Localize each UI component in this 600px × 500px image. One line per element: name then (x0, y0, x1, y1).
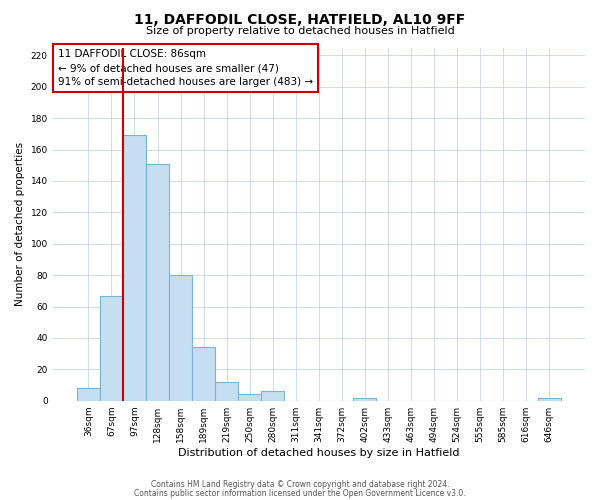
Bar (77, 388, 100, 400)
Bar (146, 164, 169, 400)
Bar (215, 382, 238, 400)
Text: 11 DAFFODIL CLOSE: 86sqm
← 9% of detached houses are smaller (47)
91% of semi-de: 11 DAFFODIL CLOSE: 86sqm ← 9% of detache… (58, 50, 313, 88)
Bar (100, 296, 123, 401)
Text: Contains public sector information licensed under the Open Government Licence v3: Contains public sector information licen… (134, 488, 466, 498)
Bar (169, 275, 192, 400)
Bar (123, 136, 146, 400)
Y-axis label: Number of detached properties: Number of detached properties (15, 142, 25, 306)
X-axis label: Distribution of detached houses by size in Hatfield: Distribution of detached houses by size … (178, 448, 460, 458)
Bar (238, 394, 261, 400)
Bar (261, 392, 284, 400)
Bar (192, 348, 215, 401)
Text: Size of property relative to detached houses in Hatfield: Size of property relative to detached ho… (146, 26, 454, 36)
Bar (538, 398, 561, 400)
Text: Contains HM Land Registry data © Crown copyright and database right 2024.: Contains HM Land Registry data © Crown c… (151, 480, 449, 489)
Text: 11, DAFFODIL CLOSE, HATFIELD, AL10 9FF: 11, DAFFODIL CLOSE, HATFIELD, AL10 9FF (134, 12, 466, 26)
Bar (353, 398, 376, 400)
